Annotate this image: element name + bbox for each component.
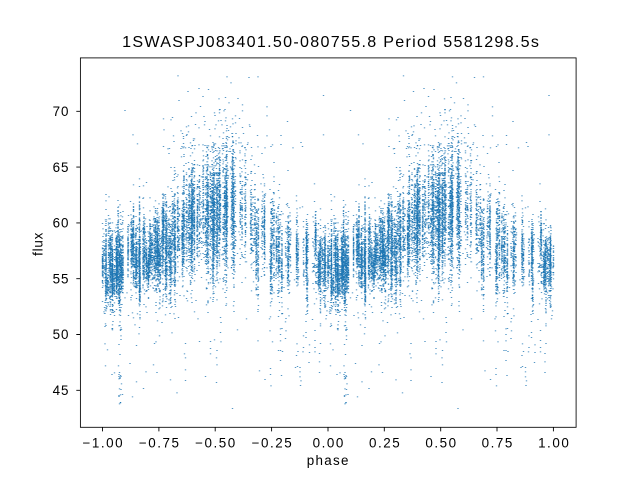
svg-text:flux: flux <box>31 232 46 256</box>
svg-text:1SWASPJ083401.50-080755.8 Peri: 1SWASPJ083401.50-080755.8 Period 5581298… <box>122 33 540 51</box>
svg-text:45: 45 <box>53 383 70 398</box>
svg-text:1.00: 1.00 <box>538 436 570 451</box>
svg-text:0.50: 0.50 <box>425 436 457 451</box>
svg-text:−0.25: −0.25 <box>252 436 294 451</box>
svg-text:0.00: 0.00 <box>313 436 345 451</box>
svg-text:70: 70 <box>53 104 70 119</box>
svg-text:−0.50: −0.50 <box>195 436 237 451</box>
svg-text:65: 65 <box>53 160 70 175</box>
svg-text:0.25: 0.25 <box>369 436 401 451</box>
svg-text:0.75: 0.75 <box>482 436 514 451</box>
svg-text:phase: phase <box>307 453 350 468</box>
svg-text:−1.00: −1.00 <box>82 436 124 451</box>
svg-text:60: 60 <box>53 216 70 231</box>
svg-text:50: 50 <box>53 327 70 342</box>
svg-text:−0.75: −0.75 <box>139 436 181 451</box>
svg-text:55: 55 <box>53 271 70 286</box>
